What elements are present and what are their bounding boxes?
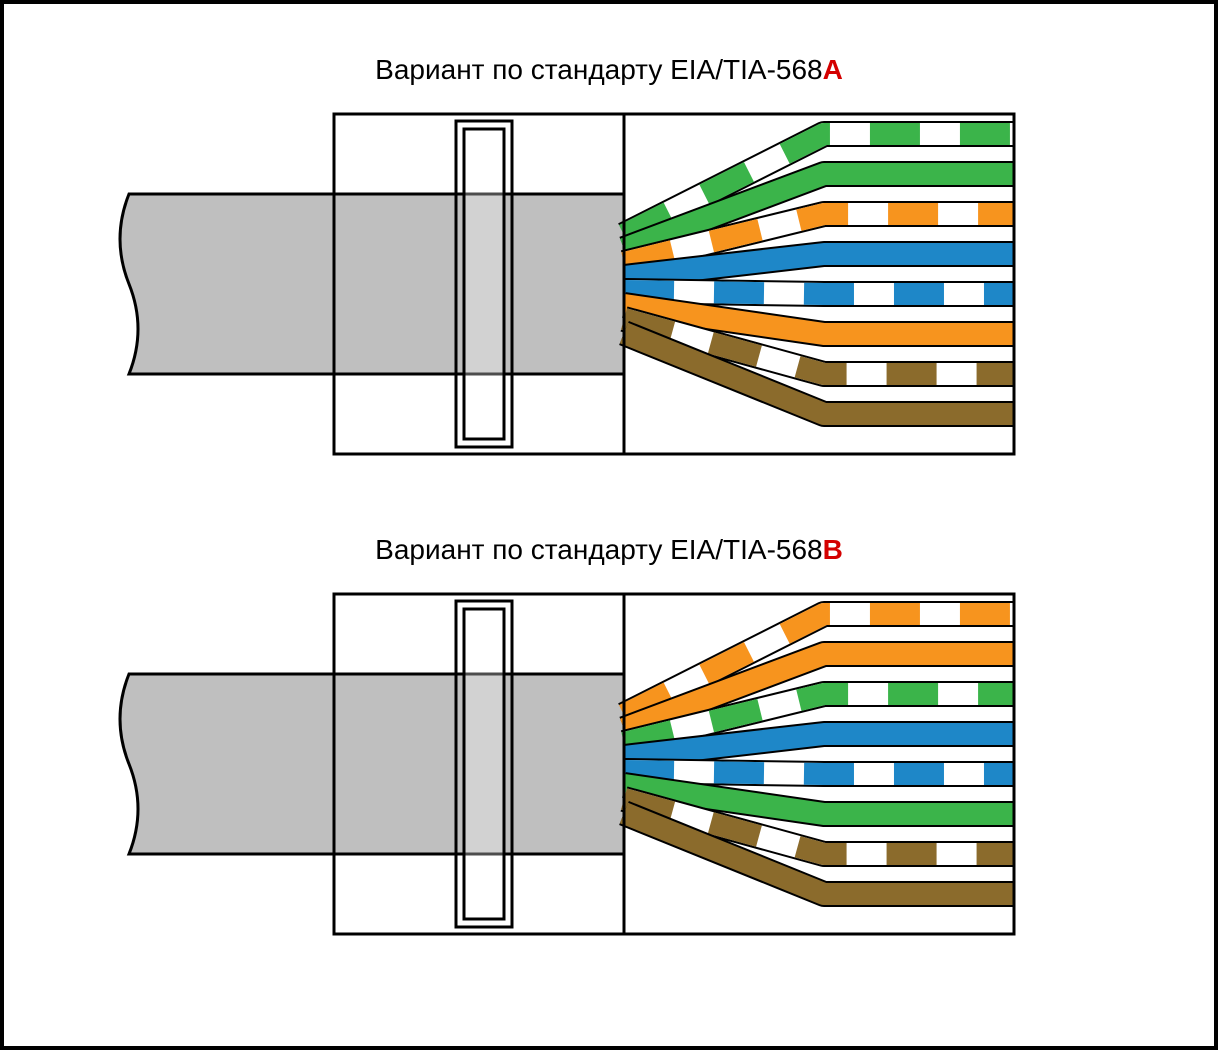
title-suffix: B	[823, 534, 843, 565]
page-frame: Вариант по стандарту EIA/TIA-568AВариант…	[0, 0, 1218, 1050]
diagram-title-568B: Вариант по стандарту EIA/TIA-568B	[4, 534, 1214, 566]
diagram-title-568A: Вариант по стандарту EIA/TIA-568A	[4, 54, 1214, 86]
title-prefix: Вариант по стандарту EIA/TIA-568	[375, 534, 822, 565]
title-prefix: Вариант по стандарту EIA/TIA-568	[375, 54, 822, 85]
title-suffix: A	[823, 54, 843, 85]
diagram-568A	[104, 94, 1104, 479]
diagram-568B	[104, 574, 1104, 959]
